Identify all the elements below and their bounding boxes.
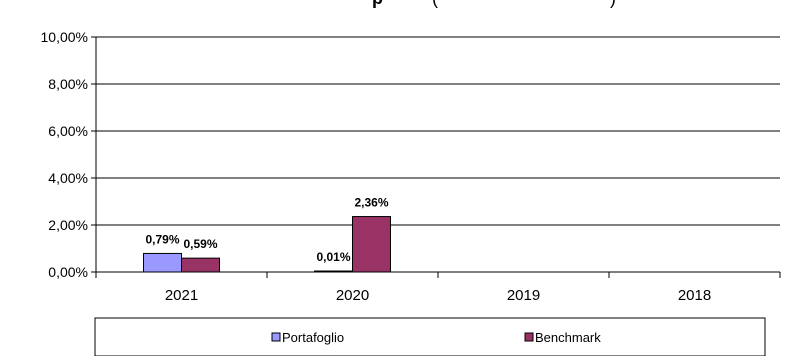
x-axis: 2021 2020 2019 2018 [95,271,781,304]
x-tick-label-2019: 2019 [507,287,540,304]
x-tick-label-2018: 2018 [678,287,711,304]
bars [143,216,391,273]
chart-title-fragment: p [372,0,383,8]
y-axis: 0,00% 2,00% 4,00% 6,00% 8,00% 10,00% [41,29,97,280]
gridlines [96,36,780,226]
bar-portafoglio-2020 [314,270,353,273]
legend-label-benchmark: Benchmark [535,330,601,345]
bar-portafoglio-2021 [143,252,182,273]
legend-swatch-portafoglio [271,332,281,342]
legend-label-portafoglio: Portafoglio [282,330,344,345]
y-tick-label-2: 4,00% [48,170,88,186]
legend-box [94,317,766,356]
chart-title-suffix: ( [432,0,438,8]
bar-benchmark-2020 [352,216,391,273]
legend-swatch-benchmark [524,332,534,342]
data-label-benchmark-2020: 2,36% [354,196,388,210]
y-tick-label-4: 8,00% [48,76,88,92]
bar-benchmark-2021 [181,257,220,273]
data-labels: 0,79% 0,01% 0,59% 2,36% [145,196,388,264]
data-label-benchmark-2021: 0,59% [183,237,217,251]
chart-title-suffix-close: ) [610,0,616,8]
x-tick-label-2021: 2021 [165,287,198,304]
y-tick-label-3: 6,00% [48,123,88,139]
y-tick-label-0: 0,00% [48,264,88,280]
data-label-portafoglio-2020: 0,01% [316,250,350,264]
chart-title: p ( ) [372,0,616,8]
y-tick-label-1: 2,00% [48,217,88,233]
x-tick-label-2020: 2020 [336,287,369,304]
y-tick-label-5: 10,00% [41,29,88,45]
legend: Portafoglio Benchmark [94,317,766,356]
data-label-portafoglio-2021: 0,79% [145,232,179,246]
